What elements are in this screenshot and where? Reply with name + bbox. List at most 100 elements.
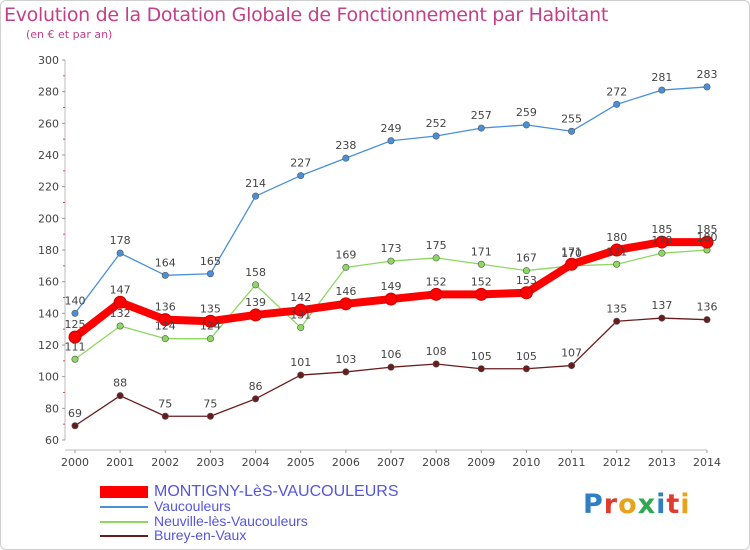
data-label-0: 180 [606,231,627,244]
data-label-2: 171 [471,245,492,258]
series-point-2 [522,267,530,275]
y-tick-label: 220 [38,181,59,194]
y-tick-label: 100 [38,371,59,384]
data-label-3: 75 [203,397,217,410]
logo-letter: P [583,489,604,520]
series-point-2 [342,263,350,271]
x-tick-label: 2006 [332,456,360,469]
logo-letter: i [656,489,667,520]
data-label-2: 178 [651,234,672,247]
series-point-2 [432,254,440,262]
data-label-1: 178 [110,234,131,247]
data-label-0: 153 [516,274,537,287]
series-point-3 [432,360,440,368]
y-tick-label: 140 [38,307,59,320]
data-label-1: 272 [606,85,627,98]
series-point-3 [613,317,621,325]
x-tick-label: 2010 [512,456,540,469]
data-label-0: 149 [381,280,402,293]
series-point-0 [249,308,263,322]
series-point-1 [206,270,214,278]
series-point-3 [658,314,666,322]
series-point-0 [610,243,624,257]
proxiti-logo: Proxiti [583,489,691,520]
series-point-1 [432,132,440,140]
data-label-0: 142 [290,291,311,304]
series-point-3 [116,392,124,400]
logo-letter: o [618,489,638,520]
data-label-1: 238 [335,139,356,152]
series-point-1 [658,86,666,94]
series-point-2 [658,249,666,257]
data-label-3: 101 [290,356,311,369]
chart-subtitle: (en € et par an) [26,28,113,41]
x-tick-label: 2001 [106,456,134,469]
series-point-0 [203,314,217,328]
series-point-1 [477,124,485,132]
y-tick-label: 300 [38,54,59,67]
data-label-1: 259 [516,106,537,119]
data-label-2: 111 [65,340,86,353]
data-label-3: 103 [335,353,356,366]
series-point-0 [158,313,172,327]
logo-letter: r [603,489,619,520]
x-tick-label: 2005 [287,456,315,469]
series-point-2 [297,324,305,332]
legend-label-1: Vaucouleurs [154,498,231,514]
data-label-2: 175 [426,239,447,252]
data-label-2: 158 [245,266,266,279]
series-point-1 [522,121,530,129]
y-tick-label: 240 [38,149,59,162]
legend-swatch-3 [100,535,148,537]
y-tick-label: 160 [38,276,59,289]
series-point-0 [655,235,669,249]
y-tick-label: 180 [38,244,59,257]
series-point-1 [161,271,169,279]
legend-label-2: Neuville-lès-Vaucouleurs [154,513,308,529]
data-label-0: 152 [471,275,492,288]
series-point-3 [342,368,350,376]
series-point-2 [71,355,79,363]
data-label-2: 131 [290,309,311,322]
series-point-2 [161,335,169,343]
series-point-3 [206,412,214,420]
data-label-3: 136 [697,301,718,314]
data-label-1: 283 [697,68,718,81]
data-label-0: 146 [335,285,356,298]
series-point-1 [387,137,395,145]
series-point-0 [68,330,82,344]
data-label-3: 137 [651,299,672,312]
data-label-3: 75 [158,397,172,410]
data-label-1: 252 [426,117,447,130]
data-label-1: 165 [200,255,221,268]
series-point-3 [71,422,79,430]
y-tick-label: 120 [38,339,59,352]
data-label-3: 107 [561,347,582,360]
y-tick-label: 260 [38,117,59,130]
logo-letter: t [666,489,681,520]
logo-letter: i [680,489,691,520]
legend-label-3: Burey-en-Vaux [154,527,247,543]
data-label-0: 185 [651,223,672,236]
x-tick-label: 2012 [603,456,631,469]
series-point-1 [568,127,576,135]
data-label-3: 86 [249,380,263,393]
data-label-3: 105 [471,350,492,363]
series-point-2 [116,322,124,330]
series-point-2 [387,257,395,265]
series-point-2 [206,335,214,343]
data-label-2: 180 [697,231,718,244]
data-label-1: 249 [381,122,402,135]
series-point-3 [477,365,485,373]
data-label-2: 170 [561,247,582,260]
data-label-3: 135 [606,302,627,315]
series-point-0 [339,297,353,311]
x-tick-label: 2003 [196,456,224,469]
x-tick-label: 2007 [377,456,405,469]
data-label-0: 152 [426,275,447,288]
series-point-1 [252,192,260,200]
series-point-1 [613,100,621,108]
data-label-1: 227 [290,157,311,170]
